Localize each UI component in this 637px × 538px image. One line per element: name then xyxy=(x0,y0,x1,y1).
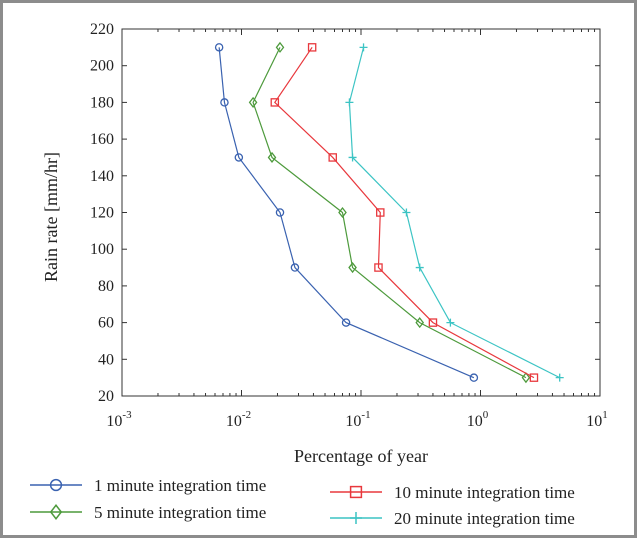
data-point-circle xyxy=(469,373,479,382)
y-tick-label: 220 xyxy=(90,21,114,38)
data-point-plus xyxy=(446,318,455,327)
y-tick-label: 100 xyxy=(90,241,114,258)
y-tick-label: 180 xyxy=(90,94,114,111)
legend-item: 20 minute integration time xyxy=(330,509,575,528)
x-axis-title: Percentage of year xyxy=(294,446,428,466)
series-4 xyxy=(345,43,564,382)
data-point-diamond xyxy=(275,41,285,53)
x-tick-label: 100 xyxy=(467,409,489,430)
data-point-plus xyxy=(402,208,411,217)
data-point-circle xyxy=(214,43,224,52)
data-point-circle xyxy=(341,318,351,327)
y-axis-title: Rain rate [mm/hr] xyxy=(41,152,61,282)
series-line xyxy=(252,47,527,379)
legend-label: 5 minute integration time xyxy=(94,503,266,522)
series-3 xyxy=(270,43,539,382)
series-1 xyxy=(214,43,479,382)
x-tick-label: 10-1 xyxy=(345,409,370,430)
data-point-diamond xyxy=(248,96,258,108)
y-tick-label: 40 xyxy=(98,351,114,368)
data-point-plus xyxy=(348,153,357,162)
legend-label: 20 minute integration time xyxy=(394,509,575,528)
legend-label: 10 minute integration time xyxy=(394,483,575,502)
data-point-circle xyxy=(234,153,244,162)
series-2 xyxy=(248,41,531,384)
legend-item: 1 minute integration time xyxy=(30,476,266,495)
data-point-diamond xyxy=(415,317,425,329)
series-line xyxy=(274,47,535,379)
legend-item: 5 minute integration time xyxy=(30,503,266,522)
legend-marker xyxy=(349,485,363,499)
data-point-square xyxy=(376,208,385,217)
legend: 1 minute integration time 5 minute integr… xyxy=(30,476,575,528)
data-point-square xyxy=(328,153,337,162)
data-point-circle xyxy=(220,98,229,107)
data-point-circle xyxy=(275,208,285,217)
y-tick-label: 140 xyxy=(90,168,114,185)
y-tick-label: 20 xyxy=(98,388,114,405)
series-line xyxy=(218,47,475,379)
data-point-circle xyxy=(290,263,300,272)
x-tick-label: 10-3 xyxy=(106,409,132,430)
x-tick-label: 101 xyxy=(586,409,608,430)
data-point-diamond xyxy=(521,372,531,384)
data-point-diamond xyxy=(338,206,347,219)
y-tick-label: 200 xyxy=(90,58,114,75)
data-point-plus xyxy=(555,373,564,382)
plot-area-border xyxy=(121,28,601,397)
data-point-diamond xyxy=(267,151,277,164)
data-point-square xyxy=(374,263,383,272)
y-tick-label: 60 xyxy=(98,315,114,332)
data-point-plus xyxy=(415,263,424,272)
legend-label: 1 minute integration time xyxy=(94,476,266,495)
legend-marker xyxy=(49,504,63,520)
data-point-plus xyxy=(359,43,368,52)
data-point-square xyxy=(529,373,539,382)
data-point-square xyxy=(428,318,438,327)
legend-marker xyxy=(350,512,362,524)
data-point-plus xyxy=(345,98,354,107)
y-tick-label: 160 xyxy=(90,131,114,148)
data-point-square xyxy=(270,98,280,107)
data-point-square xyxy=(307,43,317,52)
legend-marker xyxy=(49,478,63,492)
y-tick-label: 120 xyxy=(90,205,114,222)
legend-item: 10 minute integration time xyxy=(330,483,575,502)
series-line xyxy=(348,47,560,379)
data-point-diamond xyxy=(348,261,357,274)
y-tick-label: 80 xyxy=(98,278,114,295)
x-tick-label: 10-2 xyxy=(226,409,251,430)
